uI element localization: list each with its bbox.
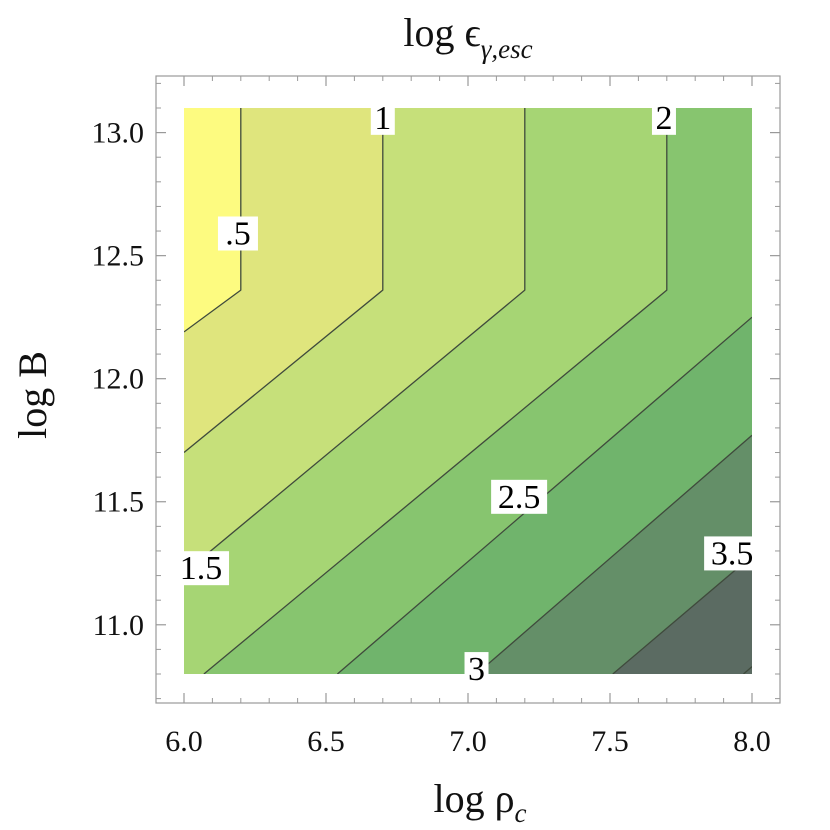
x-tick-label: 6.0	[165, 725, 203, 758]
contour-label: 3	[464, 651, 489, 688]
contour-band	[184, 108, 241, 332]
y-axis-ticks: 11.011.512.012.513.0	[92, 82, 780, 700]
contour-label-box	[464, 652, 489, 687]
contour-line	[184, 108, 242, 333]
contour-label-box	[370, 100, 395, 135]
contour-line-layer	[184, 108, 752, 674]
x-axis-title-base: log ρ	[433, 776, 514, 821]
chart-title-base: log ϵ	[403, 10, 480, 55]
contour-line	[184, 108, 526, 574]
contour-label: 3.5	[704, 535, 761, 572]
x-axis-title-subscript: c	[515, 798, 527, 828]
x-axis-title: log ρc	[433, 776, 526, 828]
contour-fill-layer	[184, 108, 752, 674]
y-axis-title: log B	[10, 351, 55, 439]
contour-line	[612, 555, 752, 674]
contour-label-layer: .5 1 1.5 2 2.5 3 3.5	[173, 100, 761, 688]
contour-label: 2	[651, 100, 676, 137]
contour-label-text: 2	[655, 100, 672, 137]
contour-label-box	[491, 479, 548, 514]
contour-line	[476, 434, 752, 674]
contour-label-box	[217, 216, 258, 251]
x-tick-label: 7.0	[449, 725, 487, 758]
contour-label: 2.5	[491, 479, 548, 516]
contour-line	[743, 666, 752, 674]
contour-label: .5	[217, 216, 258, 253]
y-tick-label: 11.5	[93, 486, 144, 519]
contour-label-text: 1	[374, 100, 391, 137]
x-axis-ticks: 6.0 6.5 7.0 7.5 8.0	[165, 76, 771, 758]
contour-label-text: 3	[468, 651, 485, 688]
chart-title-subscript: γ,esc	[481, 34, 533, 64]
x-tick-label: 8.0	[733, 725, 771, 758]
x-tick-label: 7.5	[591, 725, 629, 758]
contour-label-box	[651, 100, 676, 135]
contour-label-box	[173, 551, 230, 586]
contour-label-text: .5	[225, 216, 251, 253]
y-tick-label: 12.5	[92, 240, 145, 273]
contour-line	[203, 108, 668, 674]
contour-label: 1.5	[173, 550, 230, 587]
x-tick-label: 6.5	[307, 725, 345, 758]
y-tick-label: 13.0	[92, 117, 145, 150]
contour-label-box	[704, 536, 761, 571]
contour-label-text: 3.5	[711, 535, 754, 572]
contour-label: 1	[370, 100, 395, 137]
contour-label-text: 2.5	[498, 479, 541, 516]
y-tick-label: 12.0	[92, 363, 145, 396]
contour-label-text: 1.5	[180, 550, 223, 587]
y-tick-label: 11.0	[93, 609, 144, 642]
chart-title: log ϵγ,esc	[403, 10, 532, 64]
contour-line	[184, 108, 384, 454]
